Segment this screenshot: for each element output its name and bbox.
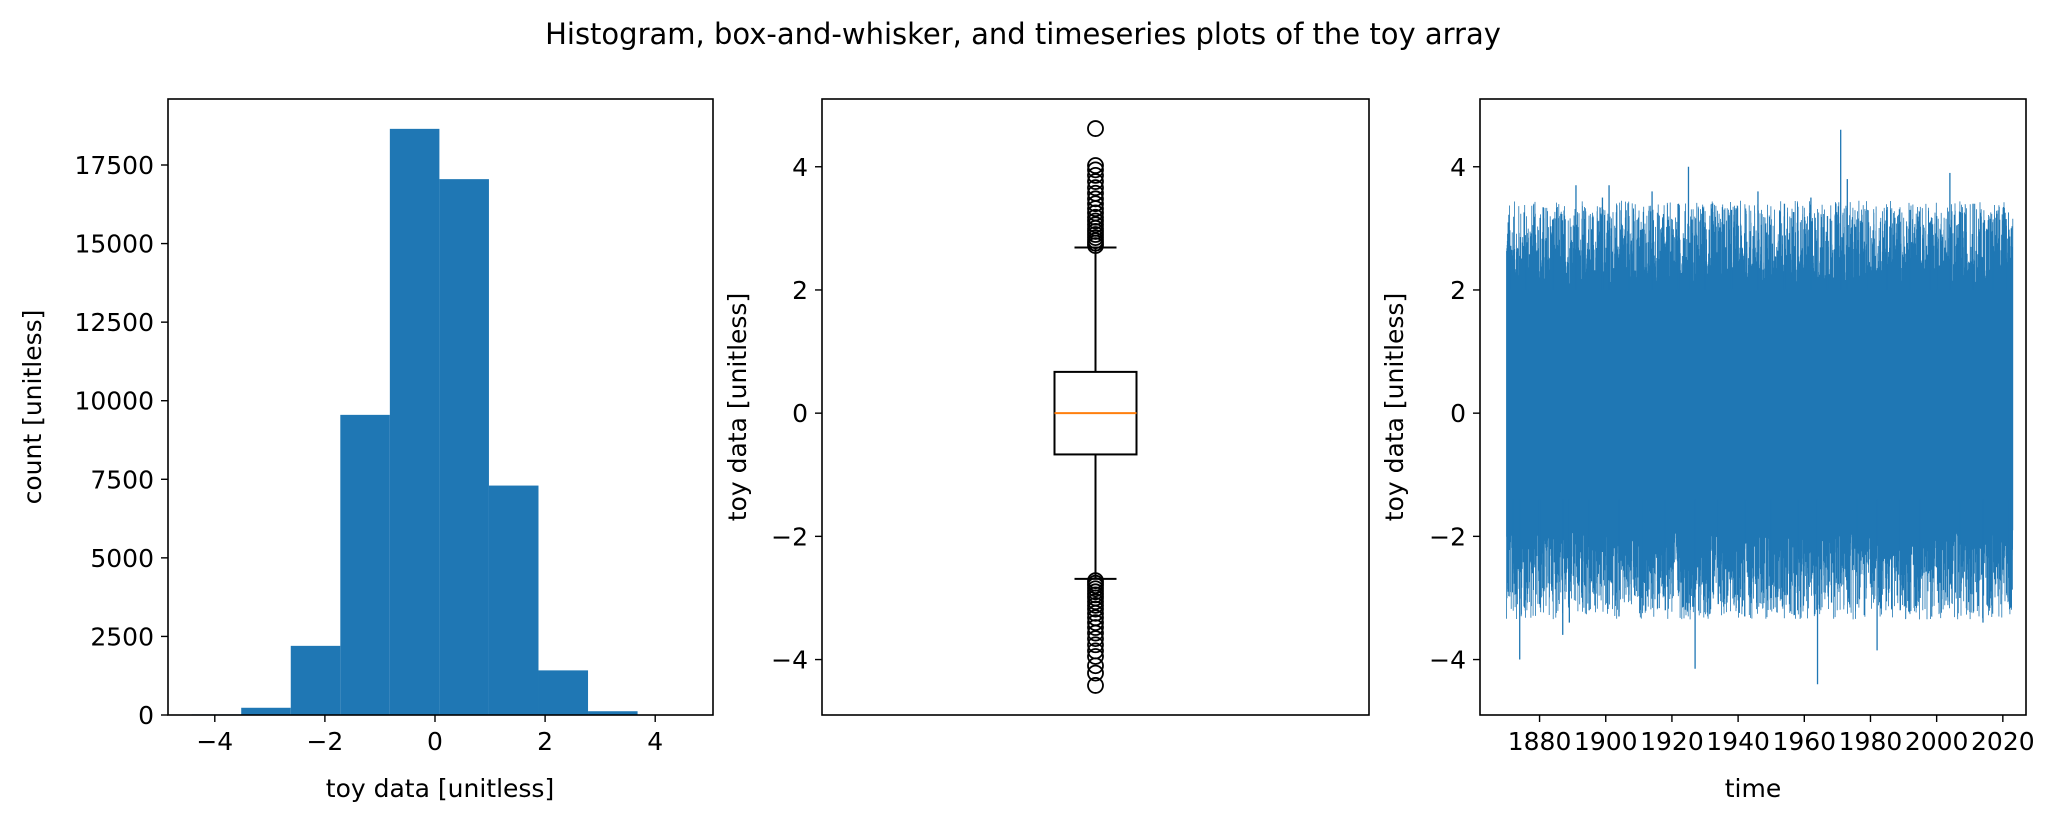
histogram-x-label: toy data [unitless] xyxy=(326,774,554,803)
timeseries-xtick-label: 2020 xyxy=(1971,727,2035,756)
boxplot-axes-frame xyxy=(821,98,1370,716)
timeseries-line xyxy=(1506,200,2014,620)
timeseries-xtick-label: 1980 xyxy=(1839,727,1903,756)
boxplot-outlier xyxy=(1087,157,1104,174)
histogram-y-label: count [unitless] xyxy=(18,310,47,505)
histogram-bar xyxy=(241,707,291,715)
histogram-bar xyxy=(588,711,638,715)
boxplot-y-label: toy data [unitless] xyxy=(723,293,752,521)
boxplot-ytick-label: 2 xyxy=(792,276,808,305)
boxplot-outlier xyxy=(1087,173,1104,190)
boxplot-outlier xyxy=(1087,184,1104,202)
boxplot-outlier xyxy=(1087,664,1104,682)
figure-suptitle: Histogram, box-and-whisker, and timeseri… xyxy=(545,17,1501,51)
histogram-ytick-label: 2500 xyxy=(90,622,154,651)
boxplot-outlier xyxy=(1087,120,1104,137)
boxplot-outlier xyxy=(1087,179,1104,197)
histogram-bar xyxy=(389,128,440,715)
histogram-bar xyxy=(439,179,489,716)
histogram-ytick-label: 5000 xyxy=(90,544,154,573)
histogram-ytick-label: 10000 xyxy=(74,387,154,416)
histogram-bar xyxy=(290,645,341,715)
timeseries-ytick-label: 0 xyxy=(1450,399,1466,428)
histogram-xtick-label: −2 xyxy=(306,727,343,756)
timeseries-y-label: toy data [unitless] xyxy=(1380,293,1409,521)
boxplot-outlier xyxy=(1087,624,1104,642)
boxplot-outlier xyxy=(1087,636,1104,654)
boxplot-outlier xyxy=(1087,208,1104,226)
timeseries-xtick-label: 2000 xyxy=(1905,727,1969,756)
timeseries-ytick-label: −2 xyxy=(1429,522,1466,551)
boxplot-outlier xyxy=(1087,657,1104,675)
timeseries-ytick-label: 2 xyxy=(1450,276,1466,305)
timeseries-xtick-label: 1920 xyxy=(1640,727,1704,756)
boxplot-outlier xyxy=(1087,190,1104,208)
histogram-ytick-label: 15000 xyxy=(74,230,154,259)
histogram-xtick-label: −4 xyxy=(196,727,233,756)
boxplot-panel: toy data [unitless] −4 −2 0 2 4 xyxy=(723,98,1370,716)
boxplot-outlier xyxy=(1087,677,1104,694)
boxplot-ytick-label: −4 xyxy=(771,646,808,675)
boxplot-outlier xyxy=(1087,614,1104,631)
histogram-xtick-label: 4 xyxy=(647,727,663,756)
timeseries-ytick-label: 4 xyxy=(1450,153,1466,182)
boxplot-ytick-label: 0 xyxy=(792,399,808,428)
timeseries-x-label: time xyxy=(1725,774,1781,803)
histogram-panel: toy data [unitless] count [unitless] 025… xyxy=(18,98,714,803)
timeseries-xtick-label: 1900 xyxy=(1574,727,1638,756)
boxplot-outlier xyxy=(1087,166,1104,184)
histogram-xtick-label: 2 xyxy=(537,727,553,756)
histogram-bar xyxy=(488,485,539,715)
histogram-ytick-label: 17500 xyxy=(74,151,154,180)
boxplot-outlier xyxy=(1087,600,1104,618)
histogram-bar xyxy=(538,670,589,715)
histogram-ytick-label: 12500 xyxy=(74,308,154,337)
boxplot-ytick-label: −2 xyxy=(771,522,808,551)
histogram-axes-frame xyxy=(167,98,714,716)
timeseries-ytick-label: −4 xyxy=(1429,646,1466,675)
boxplot-ytick-label: 4 xyxy=(792,153,808,182)
histogram-ytick-label: 0 xyxy=(138,701,154,730)
boxplot-outlier xyxy=(1087,619,1104,636)
boxplot-outlier xyxy=(1087,195,1104,213)
timeseries-xtick-label: 1960 xyxy=(1772,727,1836,756)
timeseries-axes-frame xyxy=(1479,98,2027,716)
timeseries-panel: time toy data [unitless] −4 −2 0 2 4 1880 1900… xyxy=(1380,98,2035,803)
timeseries-xtick-label: 1940 xyxy=(1706,727,1770,756)
histogram-bar xyxy=(340,414,390,715)
boxplot-outlier xyxy=(1087,630,1104,648)
histogram-ytick-label: 7500 xyxy=(90,465,154,494)
histogram-xtick-label: 0 xyxy=(427,727,443,756)
timeseries-xtick-label: 1880 xyxy=(1508,727,1572,756)
boxplot-outlier xyxy=(1087,161,1104,179)
boxplot-outlier xyxy=(1087,648,1104,665)
